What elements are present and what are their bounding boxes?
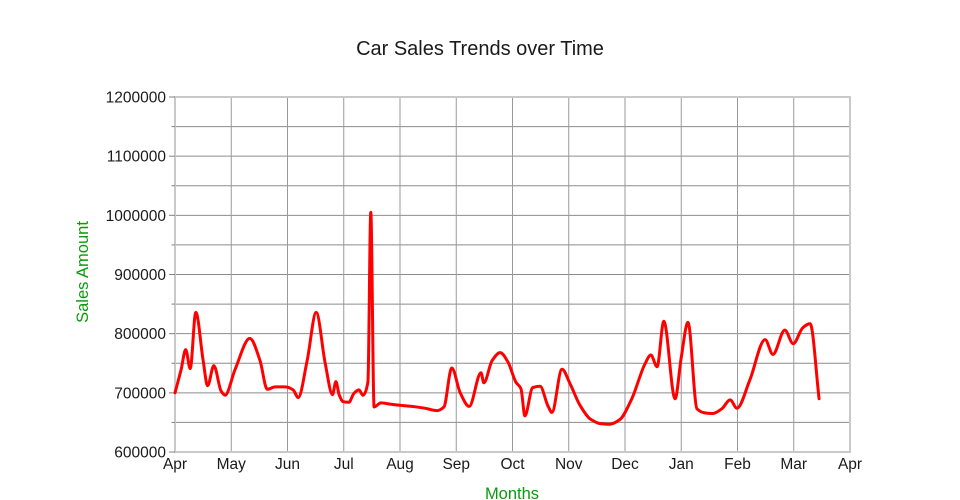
x-tick-label: Sep bbox=[442, 456, 470, 473]
y-tick-label: 1100000 bbox=[107, 149, 167, 166]
x-tick-label: Oct bbox=[500, 456, 525, 473]
x-tick-label: Dec bbox=[611, 456, 639, 473]
chart-title: Car Sales Trends over Time bbox=[356, 38, 604, 60]
x-tick-label: Apr bbox=[838, 456, 862, 473]
x-tick-label: Aug bbox=[386, 456, 414, 473]
x-axis-tick-labels: Apr May Jun Jul Aug Sep Oct Nov Dec Jan Feb Mar Apr bbox=[163, 456, 862, 473]
y-axis-title: Sales Amount bbox=[74, 221, 92, 323]
y-tick-label: 800000 bbox=[114, 326, 166, 343]
x-tick-label: May bbox=[217, 456, 247, 473]
y-axis-tick-labels: 600000 700000 800000 900000 1000000 1100000 12… bbox=[106, 90, 167, 462]
grid-lines bbox=[175, 97, 850, 452]
x-tick-label: Apr bbox=[163, 456, 187, 473]
x-tick-label: Feb bbox=[724, 456, 751, 473]
x-axis-title: Months bbox=[485, 485, 539, 500]
y-tick-label: 1000000 bbox=[106, 208, 167, 225]
x-tick-label: Jun bbox=[275, 456, 300, 473]
x-tick-label: Nov bbox=[555, 456, 583, 473]
x-tick-label: Mar bbox=[780, 456, 807, 473]
y-tick-label: 600000 bbox=[114, 445, 166, 462]
y-tick-label: 1200000 bbox=[106, 90, 167, 107]
y-tick-label: 700000 bbox=[114, 385, 166, 402]
x-tick-label: Jan bbox=[669, 456, 694, 473]
sales-line-series bbox=[173, 210, 821, 426]
y-tick-label: 900000 bbox=[114, 267, 166, 284]
x-tick-label: Jul bbox=[334, 456, 354, 473]
